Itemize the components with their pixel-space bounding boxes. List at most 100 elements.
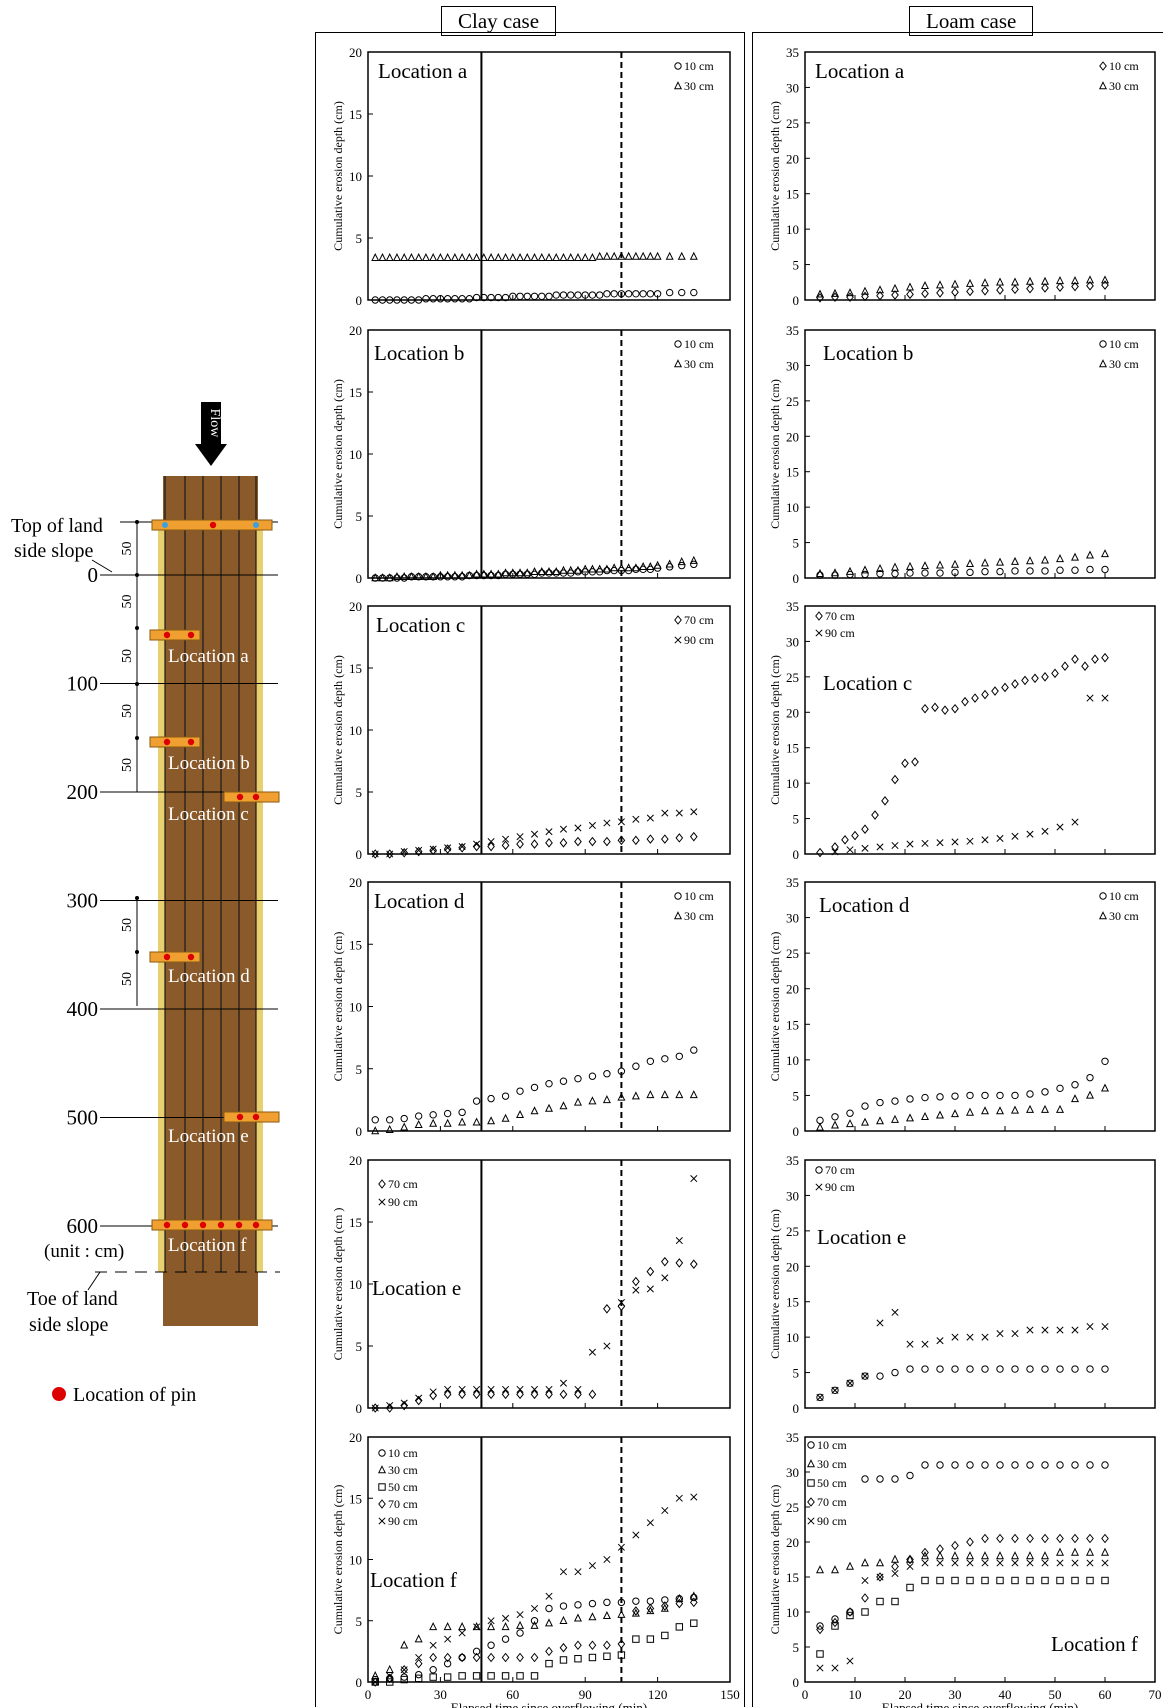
data-point bbox=[646, 1519, 654, 1527]
legend-label: 30 cm bbox=[684, 909, 714, 923]
data-point bbox=[574, 1601, 582, 1609]
data-point bbox=[371, 1126, 380, 1135]
data-point bbox=[443, 1622, 452, 1631]
top-label-line1: Top of land bbox=[11, 515, 103, 537]
data-point bbox=[851, 830, 859, 841]
data-point bbox=[487, 1389, 495, 1400]
data-point bbox=[675, 1598, 684, 1609]
data-point bbox=[545, 292, 553, 300]
data-point bbox=[1051, 668, 1059, 679]
data-point bbox=[646, 1057, 655, 1065]
data-point bbox=[429, 1390, 438, 1401]
panel-location-label: Location b bbox=[374, 341, 464, 365]
panel-location-label: Location c bbox=[376, 613, 465, 637]
data-point bbox=[603, 1342, 611, 1350]
data-point bbox=[841, 835, 849, 845]
data-point bbox=[996, 1461, 1004, 1469]
y-tick-label: 0 bbox=[793, 293, 800, 308]
legend-label: 70 cm bbox=[825, 1163, 855, 1177]
data-point bbox=[458, 842, 466, 853]
data-point bbox=[530, 1106, 539, 1115]
x-tick-label: 50 bbox=[1049, 1687, 1062, 1702]
plot-frame bbox=[367, 881, 731, 1132]
data-point bbox=[501, 1672, 510, 1680]
chart-loam-b: 0 5 10 15 20 25 30 35 Cumulative erosion depth (… bbox=[768, 323, 1156, 586]
data-point bbox=[545, 838, 553, 848]
series-30-cm: 30 cm bbox=[371, 909, 714, 1135]
data-point bbox=[639, 562, 648, 571]
data-point bbox=[906, 1340, 914, 1348]
data-point bbox=[981, 567, 989, 576]
panel-location-label: Location f bbox=[1051, 1632, 1138, 1656]
pin-board bbox=[223, 791, 280, 803]
y-tick-label: 20 bbox=[786, 705, 799, 720]
data-point bbox=[905, 282, 915, 291]
data-point bbox=[458, 1652, 466, 1663]
data-point bbox=[966, 1576, 974, 1585]
data-point bbox=[846, 1657, 854, 1665]
data-point bbox=[371, 253, 380, 262]
y-tick-label: 5 bbox=[793, 812, 800, 827]
series-90-cm: 90 cm bbox=[371, 1175, 698, 1412]
data-point bbox=[429, 845, 437, 853]
data-point bbox=[610, 290, 618, 298]
data-point bbox=[393, 574, 401, 582]
data-point bbox=[807, 1517, 815, 1525]
series-50-cm: 50 cm bbox=[807, 1476, 1109, 1658]
data-point bbox=[545, 1385, 553, 1393]
data-point bbox=[378, 1449, 386, 1457]
data-point bbox=[1070, 552, 1080, 561]
legend-label: 90 cm bbox=[825, 1180, 855, 1194]
data-point bbox=[807, 1479, 815, 1487]
legend-label: 10 cm bbox=[817, 1438, 847, 1452]
depth-label-500: 500 bbox=[67, 1106, 99, 1130]
data-point bbox=[935, 1110, 945, 1119]
data-point bbox=[861, 1372, 869, 1380]
series-50-cm: 50 cm bbox=[371, 1480, 698, 1686]
series-70-cm: 70 cm bbox=[371, 613, 714, 859]
series-90-cm: 90 cm bbox=[371, 633, 714, 858]
top-label-pointer bbox=[91, 559, 113, 573]
data-point bbox=[660, 834, 669, 844]
y-tick-label: 0 bbox=[793, 847, 800, 862]
data-point bbox=[1011, 284, 1019, 295]
data-point bbox=[816, 571, 824, 579]
data-point bbox=[516, 1629, 524, 1637]
data-point bbox=[936, 839, 944, 847]
data-point bbox=[1098, 911, 1108, 920]
data-point bbox=[458, 1653, 466, 1662]
pin-marker bbox=[187, 631, 195, 639]
data-point bbox=[1071, 1326, 1079, 1334]
data-point bbox=[996, 834, 1004, 842]
data-point bbox=[921, 1340, 929, 1348]
data-point bbox=[1101, 1576, 1109, 1585]
data-point bbox=[559, 1379, 568, 1387]
data-point bbox=[588, 1389, 597, 1400]
data-point bbox=[1041, 1533, 1049, 1544]
data-point bbox=[617, 1067, 626, 1075]
data-point bbox=[966, 286, 974, 297]
data-point bbox=[901, 758, 909, 769]
data-point bbox=[559, 565, 568, 574]
panel-location-label: Location d bbox=[819, 893, 910, 917]
data-point bbox=[1071, 1533, 1079, 1544]
data-point bbox=[516, 1620, 525, 1629]
data-point bbox=[545, 1389, 553, 1400]
data-point bbox=[588, 836, 597, 847]
data-point bbox=[632, 290, 640, 298]
data-point bbox=[472, 1389, 481, 1400]
data-point bbox=[632, 1531, 640, 1539]
x-tick-label: 0 bbox=[365, 1687, 372, 1702]
pin-legend-marker bbox=[52, 1387, 66, 1401]
data-point bbox=[602, 1095, 611, 1104]
data-point bbox=[631, 251, 640, 260]
data-point bbox=[1010, 556, 1020, 565]
data-point bbox=[1041, 1576, 1049, 1585]
data-point bbox=[414, 571, 423, 580]
data-point bbox=[588, 821, 596, 830]
data-point bbox=[860, 1117, 870, 1126]
data-point bbox=[559, 1656, 568, 1664]
x-tick-label: 120 bbox=[648, 1687, 668, 1702]
y-tick-label: 10 bbox=[349, 1553, 362, 1568]
